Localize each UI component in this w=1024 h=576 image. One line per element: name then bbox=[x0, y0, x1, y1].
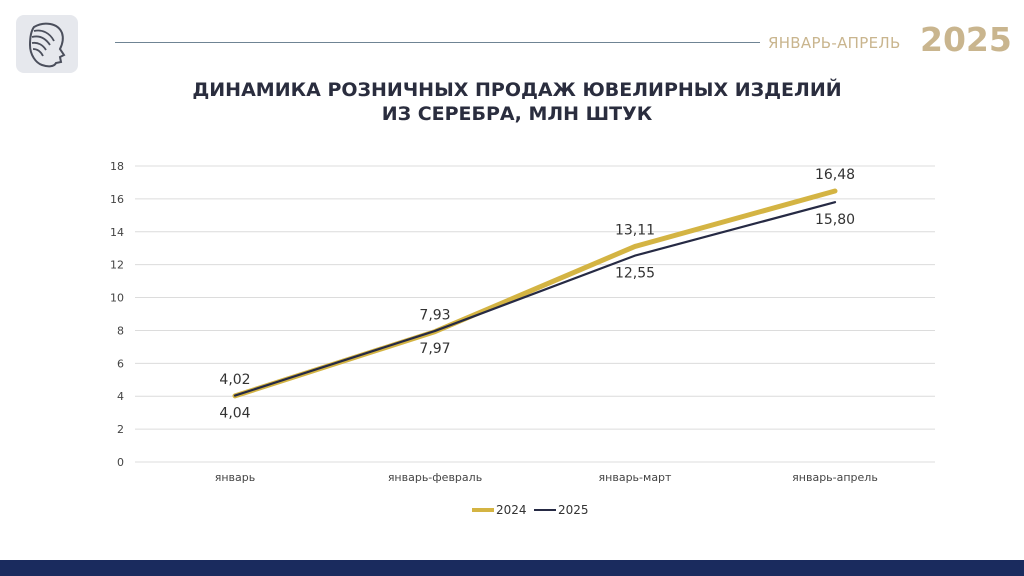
period-label: ЯНВАРЬ-АПРЕЛЬ bbox=[768, 34, 901, 52]
series-line-2025 bbox=[233, 201, 837, 397]
y-tick-label: 8 bbox=[117, 324, 124, 337]
line-chart: 0 2 4 6 8 10 12 14 16 18 январь январь-февраль январ… bbox=[110, 160, 935, 517]
logo bbox=[16, 15, 78, 73]
legend-label-2025: 2025 bbox=[558, 503, 589, 517]
y-tick-label: 10 bbox=[110, 292, 124, 305]
data-label: 4,02 bbox=[219, 372, 250, 388]
y-tick-label: 14 bbox=[110, 226, 124, 239]
data-label: 4,04 bbox=[219, 406, 250, 422]
y-tick-label: 6 bbox=[117, 357, 124, 370]
year-label: 2025 bbox=[920, 20, 1012, 59]
x-tick-label: январь-февраль bbox=[388, 471, 482, 484]
y-tick-label: 18 bbox=[110, 160, 124, 173]
x-tick-label: январь-март bbox=[599, 471, 672, 484]
data-label: 15,80 bbox=[815, 212, 855, 228]
y-tick-label: 4 bbox=[117, 390, 124, 403]
data-label: 13,11 bbox=[615, 222, 655, 238]
data-label: 7,97 bbox=[419, 341, 450, 357]
y-tick-label: 0 bbox=[117, 456, 124, 469]
header-divider bbox=[115, 42, 760, 43]
data-label: 12,55 bbox=[615, 266, 655, 282]
data-label: 7,93 bbox=[419, 308, 450, 324]
y-tick-label: 16 bbox=[110, 193, 124, 206]
footer-bar bbox=[0, 560, 1024, 576]
x-tick-label: январь bbox=[215, 471, 256, 484]
y-tick-label: 2 bbox=[117, 423, 124, 436]
woman-profile-logo-icon bbox=[28, 22, 66, 68]
data-label: 16,48 bbox=[815, 167, 855, 183]
y-tick-label: 12 bbox=[110, 259, 124, 272]
chart-title-line-1: ДИНАМИКА РОЗНИЧНЫХ ПРОДАЖ ЮВЕЛИРНЫХ ИЗДЕ… bbox=[192, 79, 842, 101]
legend-label-2024: 2024 bbox=[496, 503, 527, 517]
x-tick-label: январь-апрель bbox=[792, 471, 878, 484]
chart-title-line-2: ИЗ СЕРЕБРА, МЛН ШТУК bbox=[381, 103, 653, 125]
